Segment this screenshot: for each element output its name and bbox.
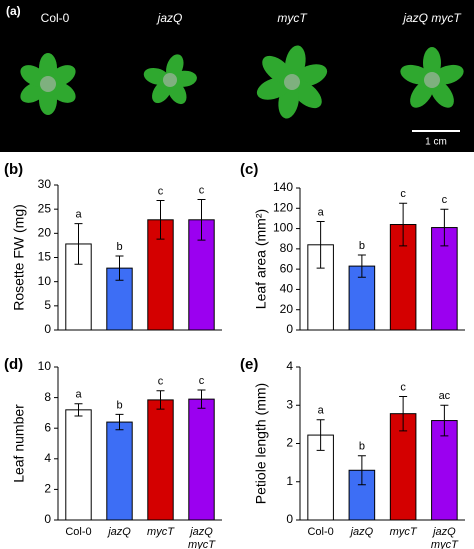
x-tick-label: jazQ — [349, 526, 374, 538]
significance-letter: c — [400, 188, 406, 200]
error-bar — [357, 254, 366, 278]
significance-letter: b — [116, 399, 122, 411]
y-tick-label: 0 — [44, 512, 51, 526]
significance-letter: c — [199, 375, 205, 387]
y-tick-label: 25 — [38, 201, 52, 215]
y-tick-label: 4 — [286, 359, 293, 373]
bar — [389, 413, 417, 521]
error-bar — [74, 223, 83, 265]
y-tick-label: 0 — [286, 322, 293, 336]
y-tick-label: 10 — [38, 359, 52, 373]
significance-letter: ac — [439, 390, 451, 402]
bar — [188, 398, 215, 521]
error-bar — [316, 419, 325, 451]
y-axis-label: Petiole length (mm) — [253, 383, 269, 504]
y-tick-label: 20 — [38, 226, 52, 240]
plant — [143, 54, 197, 105]
x-tick-label: jazQ mycT — [188, 526, 216, 549]
photo-panel: (a) Col-0 jazQ mycT jazQ mycT 1 cm — [0, 0, 474, 152]
x-tick-label: jazQ mycT — [431, 526, 459, 549]
significance-letter: c — [158, 185, 164, 197]
x-tick-label: mycT — [147, 526, 175, 538]
y-tick-label: 10 — [38, 274, 52, 288]
bar — [348, 469, 376, 521]
y-tick-label: 0 — [44, 322, 51, 336]
genotype-label: jazQ — [156, 11, 183, 25]
significance-letter: c — [199, 184, 205, 196]
panel-label: (e) — [240, 356, 258, 373]
significance-letter: a — [318, 206, 325, 218]
y-tick-label: 15 — [38, 250, 52, 264]
error-bar — [440, 208, 449, 247]
error-bar — [399, 395, 408, 432]
significance-letter: a — [318, 405, 325, 417]
bar — [431, 420, 458, 521]
y-tick-label: 30 — [38, 177, 52, 191]
plant — [20, 53, 76, 115]
significance-letter: b — [359, 240, 365, 252]
y-axis-label: Leaf area (mm²) — [253, 209, 269, 309]
plant — [256, 45, 328, 119]
bar — [65, 409, 92, 521]
y-axis-label: Rosette FW (mg) — [11, 204, 27, 311]
y-tick-label: 4 — [44, 451, 51, 465]
scale-label: 1 cm — [425, 137, 447, 148]
error-bar — [440, 404, 449, 437]
significance-letter: b — [116, 241, 122, 253]
error-bar — [156, 390, 165, 410]
y-axis-label: Leaf number — [11, 404, 27, 483]
error-bar — [156, 199, 165, 240]
y-tick-label: 80 — [280, 241, 294, 255]
error-bar — [197, 389, 206, 409]
y-tick-label: 120 — [273, 200, 293, 214]
photo-background — [0, 0, 474, 152]
y-tick-label: 20 — [280, 302, 294, 316]
plant — [400, 47, 464, 108]
bar — [106, 421, 133, 521]
panel-label: (a) — [6, 4, 21, 18]
y-tick-label: 1 — [286, 474, 293, 488]
y-tick-label: 40 — [280, 282, 294, 296]
genotype-label: jazQ mycT — [401, 11, 462, 25]
error-bar — [115, 413, 124, 431]
error-bar — [399, 202, 408, 247]
panel-label: (c) — [240, 161, 258, 178]
y-tick-label: 3 — [286, 397, 293, 411]
significance-letter: b — [359, 441, 365, 453]
y-tick-label: 100 — [273, 221, 293, 235]
genotype-label: Col-0 — [41, 11, 70, 25]
y-tick-label: 2 — [44, 482, 51, 496]
y-tick-label: 8 — [44, 390, 51, 404]
error-bar — [197, 199, 206, 241]
significance-letter: a — [75, 389, 82, 401]
x-tick-label: mycT — [390, 526, 418, 538]
x-tick-label: Col-0 — [65, 526, 91, 538]
y-tick-label: 0 — [286, 512, 293, 526]
x-tick-label: Col-0 — [307, 526, 333, 538]
y-tick-label: 5 — [44, 298, 51, 312]
y-tick-label: 60 — [280, 261, 294, 275]
significance-letter: a — [75, 209, 82, 221]
error-bar — [316, 220, 325, 269]
panel-label: (b) — [4, 161, 23, 178]
genotype-label: mycT — [277, 11, 308, 25]
error-bar — [74, 403, 83, 417]
significance-letter: c — [400, 381, 406, 393]
significance-letter: c — [442, 194, 448, 206]
error-bar — [357, 455, 366, 486]
y-tick-label: 2 — [286, 436, 293, 450]
y-tick-label: 140 — [273, 180, 293, 194]
panel-label: (d) — [4, 356, 23, 373]
x-tick-label: jazQ — [106, 526, 131, 538]
significance-letter: c — [158, 376, 164, 388]
error-bar — [115, 255, 124, 281]
y-tick-label: 6 — [44, 420, 51, 434]
bar — [147, 399, 174, 521]
